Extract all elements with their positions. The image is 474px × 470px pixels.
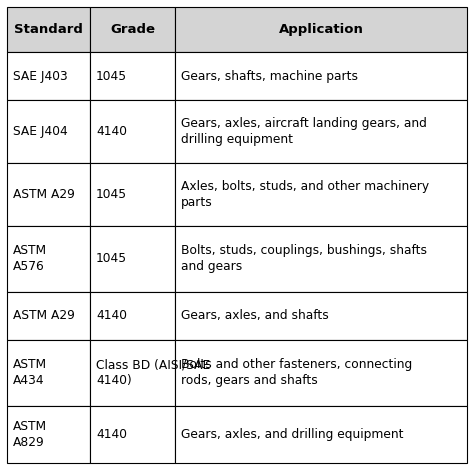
Bar	[90, 52, 175, 100]
Text: ASTM
A434: ASTM A434	[13, 359, 47, 387]
Text: 4140: 4140	[96, 428, 127, 441]
Bar	[175, 226, 467, 292]
Bar	[175, 292, 467, 340]
Bar	[175, 406, 467, 463]
Bar	[90, 7, 175, 52]
Text: ASTM A29: ASTM A29	[13, 188, 75, 201]
Text: SAE J403: SAE J403	[13, 70, 68, 83]
Text: 1045: 1045	[96, 188, 127, 201]
Text: Gears, shafts, machine parts: Gears, shafts, machine parts	[181, 70, 358, 83]
Text: Bolts, studs, couplings, bushings, shafts
and gears: Bolts, studs, couplings, bushings, shaft…	[181, 244, 427, 274]
Text: 4140: 4140	[96, 309, 127, 322]
Text: 4140: 4140	[96, 125, 127, 138]
Bar	[7, 340, 90, 406]
Text: SAE J404: SAE J404	[13, 125, 68, 138]
Bar	[175, 163, 467, 226]
Bar	[90, 292, 175, 340]
Bar	[7, 226, 90, 292]
Bar	[7, 7, 90, 52]
Bar	[90, 163, 175, 226]
Bar	[90, 340, 175, 406]
Bar	[175, 7, 467, 52]
Bar	[7, 52, 90, 100]
Text: Axles, bolts, studs, and other machinery
parts: Axles, bolts, studs, and other machinery…	[181, 180, 429, 209]
Text: ASTM
A576: ASTM A576	[13, 244, 47, 274]
Text: Grade: Grade	[110, 23, 155, 36]
Text: Gears, axles, and drilling equipment: Gears, axles, and drilling equipment	[181, 428, 403, 441]
Bar	[175, 52, 467, 100]
Text: ASTM
A829: ASTM A829	[13, 420, 47, 449]
Text: Bolts and other fasteners, connecting
rods, gears and shafts: Bolts and other fasteners, connecting ro…	[181, 359, 412, 387]
Text: 1045: 1045	[96, 70, 127, 83]
Text: Standard: Standard	[14, 23, 83, 36]
Text: 1045: 1045	[96, 252, 127, 266]
Bar	[175, 100, 467, 163]
Bar	[90, 226, 175, 292]
Text: Class BD (AISI/SAE
4140): Class BD (AISI/SAE 4140)	[96, 359, 210, 387]
Bar	[90, 100, 175, 163]
Bar	[7, 292, 90, 340]
Bar	[7, 163, 90, 226]
Bar	[7, 100, 90, 163]
Text: ASTM A29: ASTM A29	[13, 309, 75, 322]
Bar	[7, 406, 90, 463]
Bar	[90, 406, 175, 463]
Text: Gears, axles, aircraft landing gears, and
drilling equipment: Gears, axles, aircraft landing gears, an…	[181, 117, 427, 146]
Bar	[175, 340, 467, 406]
Text: Gears, axles, and shafts: Gears, axles, and shafts	[181, 309, 329, 322]
Text: Application: Application	[278, 23, 364, 36]
